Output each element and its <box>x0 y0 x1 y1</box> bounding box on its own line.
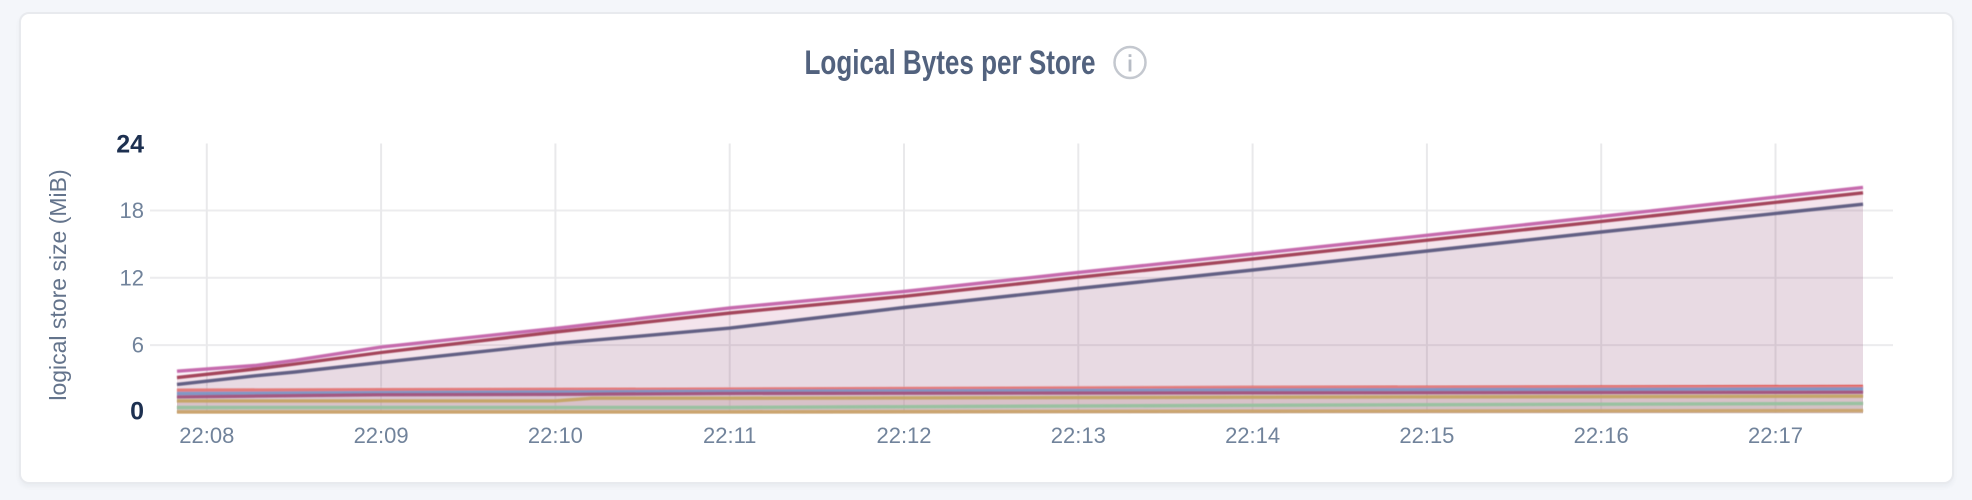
svg-text:22:09: 22:09 <box>354 423 409 448</box>
svg-text:24: 24 <box>116 131 144 159</box>
svg-text:logical store size (MiB): logical store size (MiB) <box>45 169 71 400</box>
svg-text:22:11: 22:11 <box>703 423 756 448</box>
svg-text:22:16: 22:16 <box>1574 423 1629 448</box>
svg-text:22:13: 22:13 <box>1051 423 1106 448</box>
svg-text:6: 6 <box>132 333 144 358</box>
svg-text:22:10: 22:10 <box>528 423 583 448</box>
svg-text:18: 18 <box>120 198 144 223</box>
svg-text:22:14: 22:14 <box>1225 423 1280 448</box>
svg-text:12: 12 <box>120 265 144 290</box>
svg-text:22:08: 22:08 <box>179 423 234 448</box>
svg-text:22:12: 22:12 <box>876 423 931 448</box>
svg-text:22:17: 22:17 <box>1748 423 1803 448</box>
svg-text:0: 0 <box>130 398 144 426</box>
svg-text:22:15: 22:15 <box>1399 423 1454 448</box>
